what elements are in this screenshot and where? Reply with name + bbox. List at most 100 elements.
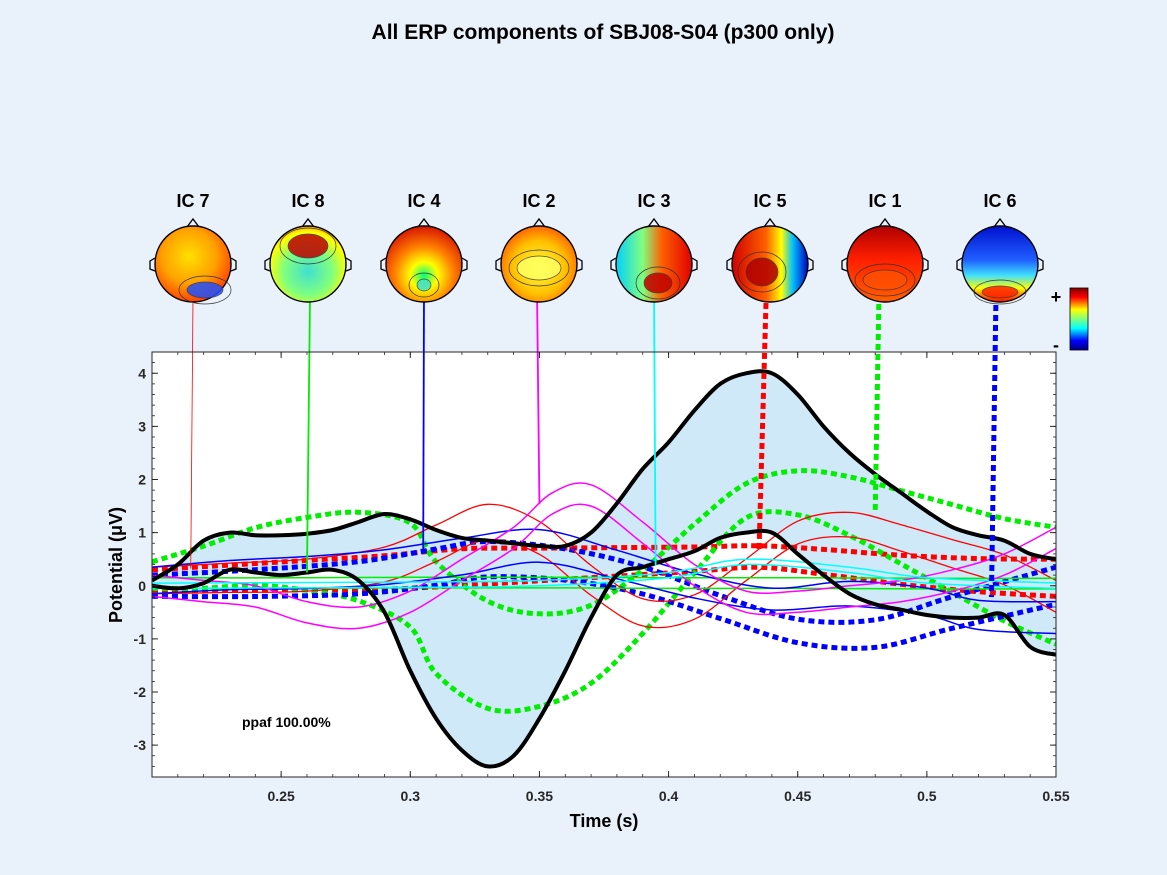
scalp-ear-right — [922, 257, 929, 272]
scalp-map-label: IC 8 — [291, 191, 324, 211]
series-line-ic1-lower — [152, 509, 1056, 714]
scalp-contour — [408, 272, 440, 298]
y-tick-label: -2 — [134, 684, 147, 700]
scalp-contour — [279, 227, 337, 265]
connector-ic8 — [306, 295, 311, 573]
scalp-contour — [416, 278, 432, 292]
colorbar-gradient — [1069, 287, 1089, 351]
scalp-nose — [417, 217, 431, 228]
scalp-map-ic6: IC 6 — [956, 191, 1044, 305]
connector-ic4 — [422, 291, 425, 552]
envelope-fill — [152, 371, 1056, 767]
x-tick-label: 0.35 — [526, 788, 553, 804]
scalp-contour — [862, 269, 908, 291]
scalp-disk — [615, 225, 693, 303]
scalp-contour — [635, 266, 681, 300]
envelope-layer — [152, 371, 1056, 767]
y-tick-label: -3 — [134, 737, 147, 753]
scalp-ear-left — [380, 257, 387, 272]
series-line-ic3-lower — [152, 563, 1056, 590]
scalp-map-ic7: IC 7 — [149, 191, 237, 305]
scalp-contour — [643, 272, 673, 294]
x-tick-label: 0.45 — [784, 788, 811, 804]
scalp-ear-right — [691, 257, 698, 272]
ppaf-annotation: ppaf 100.00% — [242, 714, 331, 730]
x-tick-label: 0.55 — [1042, 788, 1069, 804]
y-tick-label: 3 — [138, 418, 146, 434]
connector-ic5 — [756, 302, 769, 552]
scalp-contour — [508, 249, 570, 287]
scalp-map-ic3: IC 3 — [610, 191, 698, 303]
scalp-map-ic4: IC 4 — [380, 191, 468, 303]
series-line-ic2-lower — [152, 503, 1056, 630]
scalp-contour — [178, 275, 232, 305]
scalp-map-ic2: IC 2 — [495, 191, 583, 303]
scalp-ear-left — [264, 257, 271, 272]
scalp-contour — [287, 233, 329, 259]
y-axis-label: Potential (μV) — [106, 507, 126, 623]
scalp-disk — [385, 225, 463, 303]
scalp-map-label: IC 4 — [407, 191, 440, 211]
connector-ic1 — [872, 293, 882, 512]
envelope-lower-line — [152, 528, 1056, 769]
scalp-nose — [301, 217, 315, 228]
chart-title: All ERP components of SBJ08-S04 (p300 on… — [372, 21, 835, 44]
colorbar-plus-label: + — [1051, 287, 1062, 307]
x-tick-label: 0.5 — [917, 788, 937, 804]
scalp-map-label: IC 2 — [522, 191, 555, 211]
series-line-ic6-lower — [152, 574, 1056, 651]
connector-layer — [190, 289, 999, 598]
scalp-disk — [961, 225, 1039, 303]
scalp-nose — [647, 217, 661, 228]
scalp-ear-right — [461, 257, 468, 272]
scalp-ear-left — [726, 257, 733, 272]
scalp-contour — [981, 285, 1019, 299]
scalp-ear-right — [1037, 257, 1044, 272]
connector-ic6 — [988, 294, 999, 598]
x-tick-label: 0.3 — [401, 788, 421, 804]
scalp-ear-left — [495, 257, 502, 272]
scalp-contour — [745, 257, 779, 287]
scalp-ear-left — [610, 257, 617, 272]
scalp-ear-left — [149, 257, 156, 272]
y-tick-label: 2 — [138, 472, 146, 488]
scalp-nose — [878, 217, 892, 228]
scalp-contour — [186, 281, 224, 299]
scalp-map-label: IC 5 — [753, 191, 786, 211]
y-tick-label: 1 — [138, 525, 146, 541]
series-line-ic3-upper — [152, 558, 1056, 584]
x-axis-label: Time (s) — [570, 811, 639, 831]
scalp-map-ic1: IC 1 — [841, 191, 929, 303]
scalp-ear-left — [841, 257, 848, 272]
scalp-map-label: IC 7 — [176, 191, 209, 211]
connector-ic7 — [190, 297, 194, 569]
scalp-contour — [973, 279, 1027, 305]
scalp-map-label: IC 1 — [868, 191, 901, 211]
scalp-ear-right — [230, 257, 237, 272]
x-tick-label: 0.4 — [659, 788, 679, 804]
x-tick-label: 0.25 — [268, 788, 295, 804]
scalp-nose — [532, 217, 546, 228]
series-line-ic6-upper — [152, 538, 1056, 625]
scalp-map-label: IC 6 — [983, 191, 1016, 211]
scalp-contour — [854, 263, 916, 297]
scalp-ear-left — [956, 257, 963, 272]
scalp-map-layer: IC 7 IC 8 IC 4 IC 2 IC 3 IC 5 IC 1 IC 6 — [149, 191, 1044, 305]
colorbar-minus-label: - — [1053, 335, 1059, 355]
scalp-ear-right — [345, 257, 352, 272]
series-line-ic8-upper — [152, 576, 1056, 580]
scalp-map-label: IC 3 — [637, 191, 670, 211]
y-tick-label: 0 — [138, 578, 146, 594]
envelope-outline-layer — [152, 369, 1056, 769]
colorbar: + - — [1051, 287, 1089, 355]
tick-layer: 0.25 0.3 0.35 0.4 0.45 0.5 0.55 -3 -2 -1 0 1 2 3 4 — [134, 351, 1070, 804]
scalp-ear-right — [807, 257, 814, 272]
scalp-nose — [993, 217, 1007, 228]
y-tick-label: -1 — [134, 631, 147, 647]
scalp-ear-right — [576, 257, 583, 272]
envelope-upper-line — [152, 369, 1056, 583]
series-line-ic7-upper — [152, 503, 1056, 603]
scalp-map-ic5: IC 5 — [726, 191, 814, 303]
scalp-nose — [186, 217, 200, 228]
